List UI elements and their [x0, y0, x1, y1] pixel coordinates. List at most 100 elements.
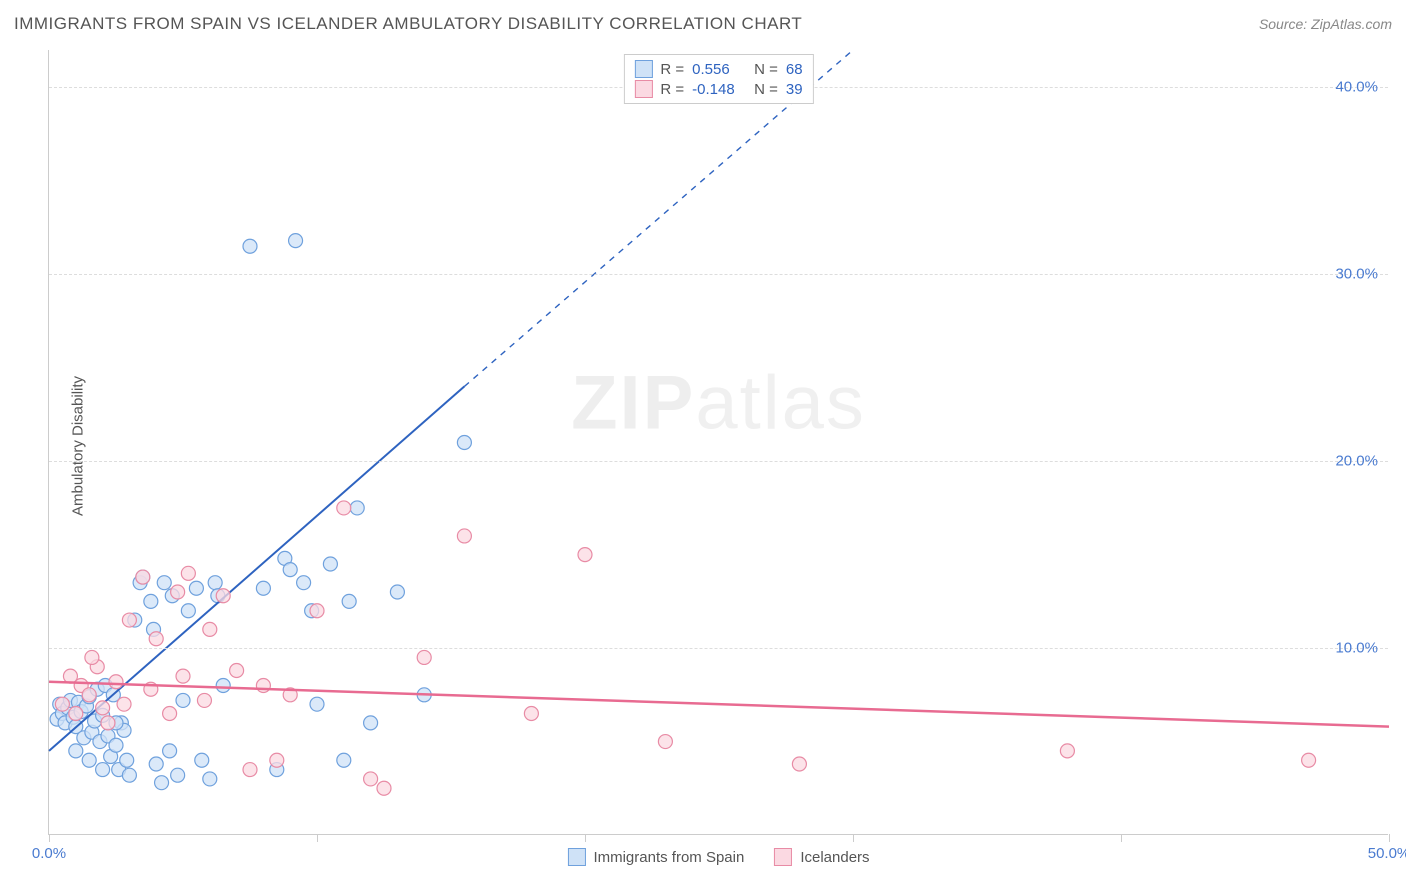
regression-line — [49, 682, 1389, 727]
data-point — [176, 669, 190, 683]
data-point — [195, 753, 209, 767]
legend-swatch — [774, 848, 792, 866]
data-point — [203, 622, 217, 636]
legend-series-item: Immigrants from Spain — [567, 848, 744, 866]
data-point — [270, 753, 284, 767]
data-point — [149, 632, 163, 646]
data-point — [109, 675, 123, 689]
data-point — [96, 763, 110, 777]
gridline — [49, 461, 1388, 462]
data-point — [243, 239, 257, 253]
ytick-label: 20.0% — [1335, 453, 1378, 470]
legend-series: Immigrants from Spain Icelanders — [567, 848, 869, 866]
chart-svg — [49, 50, 1388, 834]
data-point — [197, 693, 211, 707]
xtick — [317, 834, 318, 842]
legend-correlation: R = 0.556 N = 68R = -0.148 N = 39 — [623, 54, 813, 104]
data-point — [457, 529, 471, 543]
data-point — [323, 557, 337, 571]
r-value: 0.556 — [692, 61, 746, 78]
data-point — [1302, 753, 1316, 767]
xtick — [853, 834, 854, 842]
ytick-label: 30.0% — [1335, 266, 1378, 283]
data-point — [122, 613, 136, 627]
data-point — [157, 576, 171, 590]
data-point — [578, 548, 592, 562]
data-point — [101, 716, 115, 730]
data-point — [155, 776, 169, 790]
data-point — [216, 678, 230, 692]
r-label: R = — [660, 81, 684, 98]
gridline — [49, 648, 1388, 649]
n-label: N = — [754, 81, 778, 98]
data-point — [82, 753, 96, 767]
data-point — [171, 585, 185, 599]
legend-correlation-row: R =0.556N =68 — [634, 59, 802, 79]
data-point — [457, 436, 471, 450]
xtick-label: 0.0% — [32, 845, 66, 862]
data-point — [189, 581, 203, 595]
data-point — [171, 768, 185, 782]
data-point — [109, 738, 123, 752]
data-point — [390, 585, 404, 599]
ytick-label: 10.0% — [1335, 640, 1378, 657]
legend-correlation-row: R = -0.148 N = 39 — [634, 79, 802, 99]
data-point — [55, 697, 69, 711]
data-point — [524, 707, 538, 721]
data-point — [122, 768, 136, 782]
chart-title: IMMIGRANTS FROM SPAIN VS ICELANDER AMBUL… — [14, 14, 802, 34]
data-point — [149, 757, 163, 771]
ytick-label: 40.0% — [1335, 79, 1378, 96]
data-point — [117, 697, 131, 711]
n-value: 68 — [786, 61, 803, 78]
data-point — [337, 501, 351, 515]
data-point — [163, 707, 177, 721]
r-value: -0.148 — [692, 81, 746, 98]
data-point — [144, 594, 158, 608]
n-value: 39 — [786, 81, 803, 98]
legend-series-item: Icelanders — [774, 848, 869, 866]
data-point — [85, 650, 99, 664]
data-point — [283, 563, 297, 577]
data-point — [658, 735, 672, 749]
data-point — [96, 701, 110, 715]
xtick-label: 50.0% — [1368, 845, 1406, 862]
legend-swatch — [634, 60, 652, 78]
data-point — [230, 664, 244, 678]
xtick — [1389, 834, 1390, 842]
data-point — [342, 594, 356, 608]
gridline — [49, 274, 1388, 275]
data-point — [69, 707, 83, 721]
data-point — [337, 753, 351, 767]
xtick — [1121, 834, 1122, 842]
data-point — [216, 589, 230, 603]
n-label: N = — [754, 61, 778, 78]
data-point — [82, 688, 96, 702]
plot-area: ZIPatlas R =0.556N =68R =-0.148N =39 Imm… — [48, 50, 1388, 835]
data-point — [289, 234, 303, 248]
data-point — [69, 744, 83, 758]
source-attribution: Source: ZipAtlas.com — [1259, 16, 1392, 32]
legend-series-label: Immigrants from Spain — [593, 849, 744, 866]
data-point — [417, 650, 431, 664]
data-point — [243, 763, 257, 777]
data-point — [181, 604, 195, 618]
xtick — [49, 834, 50, 842]
data-point — [350, 501, 364, 515]
xtick — [585, 834, 586, 842]
data-point — [364, 772, 378, 786]
data-point — [203, 772, 217, 786]
legend-swatch — [567, 848, 585, 866]
data-point — [297, 576, 311, 590]
data-point — [136, 570, 150, 584]
data-point — [181, 566, 195, 580]
data-point — [310, 604, 324, 618]
data-point — [256, 678, 270, 692]
data-point — [1060, 744, 1074, 758]
data-point — [208, 576, 222, 590]
legend-swatch — [634, 80, 652, 98]
data-point — [364, 716, 378, 730]
legend-series-label: Icelanders — [800, 849, 869, 866]
data-point — [176, 693, 190, 707]
data-point — [310, 697, 324, 711]
